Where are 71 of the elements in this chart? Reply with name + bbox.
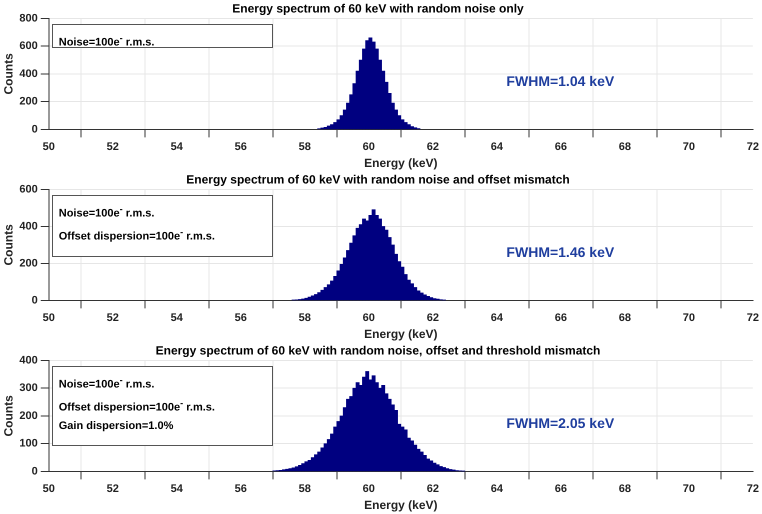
x-tick-label: 66 [554, 483, 567, 496]
x-tick-label: 60 [362, 141, 375, 154]
annotation: FWHM=1.46 keV [506, 244, 615, 260]
x-tick-label: 58 [298, 141, 311, 154]
chart-title: Energy spectrum of 60 keV with random noise only [232, 2, 524, 16]
y-axis-title: Counts [2, 52, 16, 95]
x-tick-label: 50 [42, 141, 55, 154]
y-tick-label: 200 [19, 410, 38, 422]
x-axis-title: Energy (keV) [364, 498, 438, 512]
x-tick-label: 56 [234, 141, 247, 154]
y-axis-title: Counts [2, 224, 16, 266]
x-tick-label: 50 [42, 312, 55, 324]
x-tick-label: 70 [682, 483, 695, 496]
annotation: Offset dispersion=100e$^{-}$ r.m.s. [58, 226, 216, 245]
x-tick-label: 62 [426, 312, 439, 324]
x-tick-label: 72 [746, 312, 760, 324]
annotation: Gain dispersion=1.0% [58, 418, 174, 434]
x-tick-label: 68 [618, 141, 631, 154]
x-tick-label: 64 [490, 483, 504, 496]
y-tick-label: 200 [19, 257, 38, 270]
x-tick-label: 56 [234, 483, 247, 496]
y-tick-label: 0 [32, 465, 38, 478]
y-tick-label: 600 [19, 183, 38, 196]
x-tick-label: 60 [362, 483, 375, 496]
y-axis-title: Counts [2, 394, 16, 437]
x-tick-label: 54 [170, 483, 184, 496]
x-tick-label: 52 [106, 483, 119, 496]
annotation: Noise=100e$^{-}$ r.m.s. [58, 374, 156, 394]
x-tick-label: 58 [298, 483, 311, 496]
annotation: Noise=100e$^{-}$ r.m.s. [58, 32, 156, 52]
x-tick-label: 62 [426, 141, 439, 154]
x-tick-label: 66 [554, 312, 567, 324]
annotation: Noise=100e$^{-}$ r.m.s. [58, 203, 156, 222]
text-box: Noise=100e$^{-}$ r.m.s. Offset dispersion=100e$^{-}$ r.m.s. [52, 195, 273, 258]
x-tick-label: 68 [618, 312, 631, 324]
x-tick-label: 54 [170, 312, 184, 324]
x-axis-title: Energy (keV) [364, 327, 438, 342]
x-tick-label: 50 [42, 483, 55, 496]
y-tick-label: 300 [19, 382, 38, 394]
x-tick-label: 68 [618, 483, 631, 496]
y-tick-label: 400 [19, 68, 38, 80]
annotation: FWHM=2.05 keV [506, 414, 615, 431]
x-tick-label: 62 [426, 483, 439, 496]
chart-title: Energy spectrum of 60 keV with random noise, offset and threshold mismatch [156, 344, 600, 358]
y-tick-label: 400 [19, 354, 38, 366]
x-axis-title: Energy (keV) [364, 156, 438, 170]
y-tick-label: 600 [19, 40, 38, 52]
x-tick-label: 60 [362, 312, 375, 324]
x-tick-label: 70 [682, 312, 695, 324]
text-box: Noise=100e$^{-}$ r.m.s. [52, 24, 273, 48]
y-tick-label: 0 [32, 123, 38, 136]
y-tick-label: 0 [32, 294, 38, 306]
x-tick-label: 72 [746, 483, 760, 496]
annotation: Offset dispersion=100e$^{-}$ r.m.s. [58, 397, 216, 416]
y-tick-label: 100 [19, 438, 38, 450]
x-tick-label: 56 [234, 312, 247, 324]
x-tick-label: 70 [682, 141, 695, 154]
y-tick-label: 800 [19, 12, 38, 24]
x-tick-label: 52 [106, 312, 119, 324]
x-tick-label: 54 [170, 141, 184, 154]
x-tick-label: 64 [490, 141, 504, 154]
x-tick-label: 66 [554, 141, 567, 154]
y-tick-label: 400 [19, 220, 38, 232]
x-tick-label: 58 [298, 312, 311, 324]
text-box: Noise=100e$^{-}$ r.m.s. Offset dispersion=100e$^{-}$ r.m.s. Gain dispersion=1.0% [52, 366, 273, 446]
x-tick-label: 72 [746, 141, 760, 154]
y-tick-label: 200 [19, 96, 38, 108]
chart-title: Energy spectrum of 60 keV with random noise and offset mismatch [186, 172, 570, 187]
x-tick-label: 52 [106, 141, 119, 154]
x-tick-label: 64 [490, 312, 504, 324]
annotation: FWHM=1.04 keV [506, 72, 615, 89]
